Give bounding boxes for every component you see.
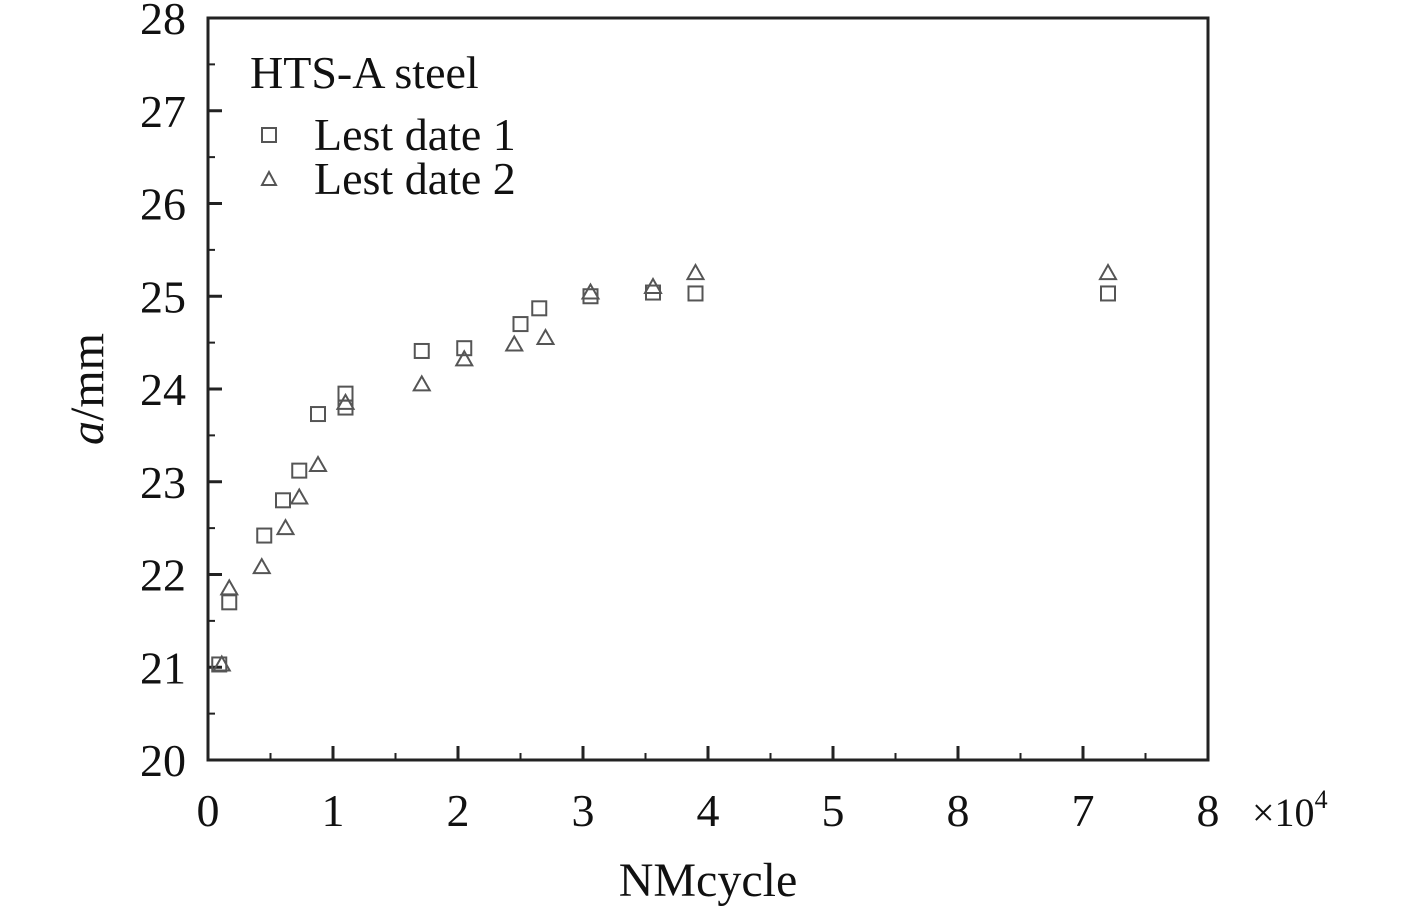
y-tick-label-8: 28 bbox=[140, 0, 186, 44]
triangle-point-14 bbox=[1098, 263, 1118, 281]
square-point-1 bbox=[221, 594, 238, 611]
square-point-4 bbox=[291, 462, 308, 479]
triangle-point-1 bbox=[219, 578, 239, 596]
x-axis-label: NMcycle bbox=[619, 854, 798, 907]
x-tick-label-0: 0 bbox=[197, 785, 220, 836]
legend-title: HTS-A steel bbox=[250, 47, 479, 98]
y-axis-label-unit: /mm bbox=[61, 333, 114, 421]
triangle-point-7 bbox=[412, 374, 432, 392]
triangle-point-2 bbox=[252, 557, 272, 575]
legend-marker-square bbox=[261, 127, 277, 143]
y-tick-label-1: 21 bbox=[140, 642, 186, 693]
legend-marker-triangle bbox=[260, 169, 278, 186]
x-tick-label-2: 2 bbox=[447, 785, 470, 836]
triangle-point-13 bbox=[685, 263, 706, 281]
legend: HTS-A steel Lest date 1 Lest date 2 bbox=[250, 47, 516, 204]
x-tick-label-6: 8 bbox=[947, 785, 970, 836]
x-tick-labels: 0 1 2 3 4 5 8 7 8 bbox=[197, 785, 1220, 836]
square-point-5 bbox=[310, 406, 326, 423]
square-point-11 bbox=[531, 300, 548, 317]
x-tick-label-4: 4 bbox=[697, 785, 720, 836]
x-multiplier: ×104 bbox=[1252, 785, 1328, 835]
x-tick-label-3: 3 bbox=[572, 785, 595, 836]
y-tick-label-3: 23 bbox=[140, 457, 186, 508]
data-points bbox=[211, 263, 1118, 673]
triangle-point-5 bbox=[308, 455, 328, 473]
square-point-8 bbox=[413, 342, 430, 359]
x-multiplier-base: ×10 bbox=[1252, 790, 1315, 835]
y-tick-label-7: 27 bbox=[140, 86, 186, 137]
triangle-point-3 bbox=[275, 518, 296, 536]
x-tick-label-1: 1 bbox=[322, 785, 345, 836]
square-point-2 bbox=[256, 527, 273, 544]
x-multiplier-exponent: 4 bbox=[1315, 785, 1328, 814]
triangle-point-9 bbox=[504, 334, 524, 352]
triangle-point-0 bbox=[212, 654, 232, 672]
x-tick-label-5: 5 bbox=[822, 785, 845, 836]
square-point-15 bbox=[1100, 285, 1116, 302]
triangle-point-10 bbox=[535, 327, 556, 345]
square-point-14 bbox=[687, 285, 704, 302]
y-tick-label-4: 24 bbox=[140, 364, 186, 415]
square-point-10 bbox=[512, 316, 529, 333]
y-tick-labels: 20 21 22 23 24 25 26 27 28 bbox=[140, 0, 186, 786]
y-tick-label-6: 26 bbox=[140, 179, 186, 230]
square-point-9 bbox=[456, 340, 473, 357]
axis-ticks bbox=[206, 16, 1210, 762]
legend-label-series-2: Lest date 2 bbox=[314, 153, 516, 204]
x-tick-label-7: 7 bbox=[1072, 785, 1095, 836]
y-axis-label-variable: a bbox=[61, 421, 114, 445]
square-point-3 bbox=[275, 492, 291, 509]
legend-label-series-1: Lest date 1 bbox=[314, 109, 516, 160]
triangle-point-11 bbox=[580, 282, 601, 300]
y-tick-label-2: 22 bbox=[140, 550, 186, 601]
y-axis-label: a/mm bbox=[61, 333, 114, 445]
y-tick-label-0: 20 bbox=[140, 735, 186, 786]
x-tick-label-8: 8 bbox=[1197, 785, 1220, 836]
triangle-point-8 bbox=[454, 349, 474, 367]
y-tick-label-5: 25 bbox=[140, 271, 186, 322]
triangle-point-6 bbox=[335, 392, 356, 410]
triangle-point-4 bbox=[289, 487, 309, 505]
series-1-points bbox=[211, 284, 1116, 673]
triangle-point-12 bbox=[643, 276, 663, 294]
series-2-points bbox=[212, 263, 1118, 672]
